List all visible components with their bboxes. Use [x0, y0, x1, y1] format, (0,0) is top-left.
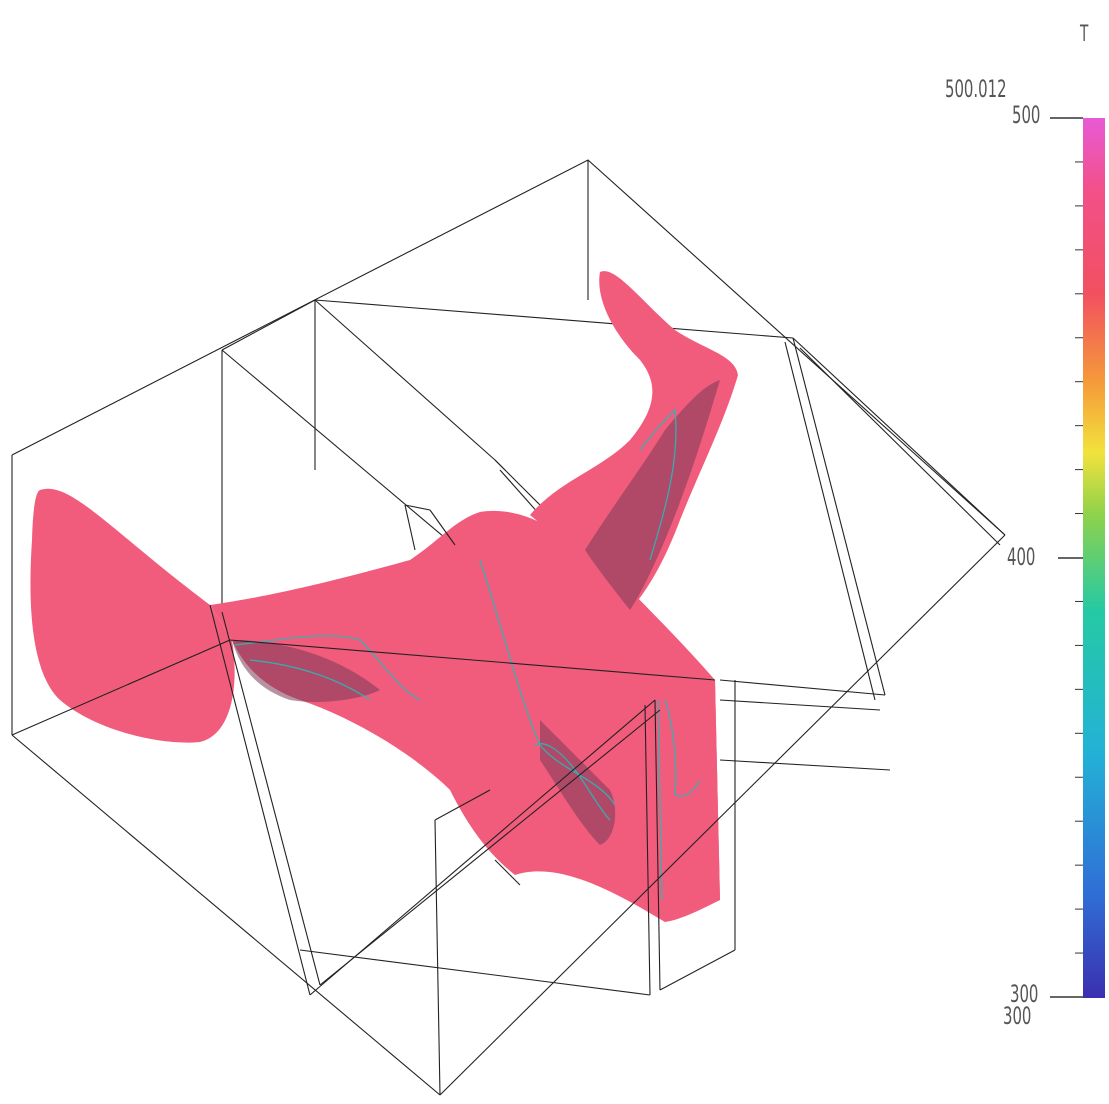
- colorbar-tick-label-mid: 400: [1007, 543, 1036, 571]
- colorbar-gradient: [1083, 118, 1105, 998]
- colorbar-max-value: 500.012: [945, 75, 1007, 103]
- valley-shadow: [540, 720, 616, 845]
- fin-shadow: [585, 380, 720, 610]
- colorbar-minor-ticks: [1075, 161, 1083, 954]
- colorbar: [1050, 117, 1105, 998]
- colorbar-variable-name: T: [1080, 22, 1089, 47]
- isosurface-upper-fin: [530, 271, 738, 610]
- colorbar-tick-label-top: 500: [1012, 101, 1041, 129]
- colorbar-min-value: 300: [1003, 1002, 1032, 1030]
- isosurface-right-slab: [655, 680, 720, 922]
- isosurface: [30, 271, 738, 922]
- bounding-box-front: [11, 459, 1006, 1096]
- isosurface-left-flap: [30, 488, 235, 743]
- colorbar-tick-label-bottom: 300: [1010, 980, 1039, 1008]
